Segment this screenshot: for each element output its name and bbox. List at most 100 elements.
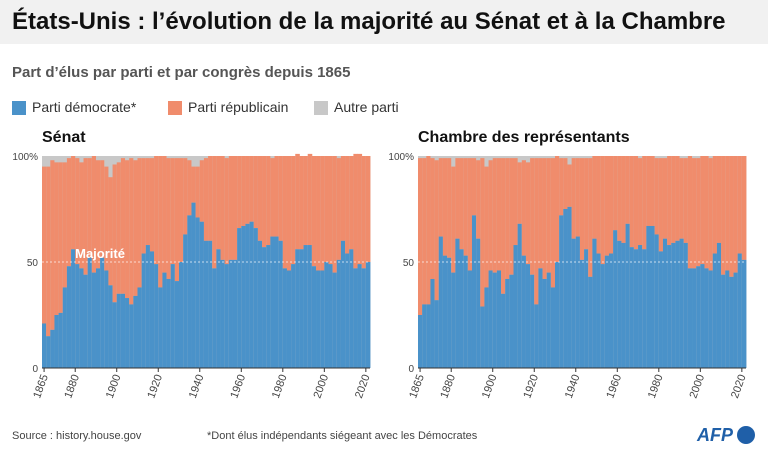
house-democrat-bar bbox=[733, 272, 739, 368]
senate-democrat-bar bbox=[212, 268, 217, 368]
house-republican-bar bbox=[700, 156, 705, 265]
house-democrat-bar bbox=[571, 238, 577, 368]
senate-democrat-bar bbox=[83, 274, 89, 368]
senate-republican-bar bbox=[183, 158, 188, 235]
house-republican-bar bbox=[451, 166, 456, 273]
senate-democrat-bar bbox=[253, 228, 259, 368]
house-democrat-bar bbox=[559, 215, 564, 368]
house-democrat-bar bbox=[509, 274, 514, 368]
senate-republican-bar bbox=[340, 156, 346, 241]
house-republican-bar bbox=[484, 166, 489, 288]
house-republican-bar bbox=[447, 158, 452, 258]
house-democrat-bar bbox=[463, 255, 469, 368]
house-democrat-bar bbox=[621, 242, 626, 368]
house-democrat-bar bbox=[484, 287, 489, 368]
senate-y-tick-label: 100% bbox=[12, 152, 38, 163]
senate-republican-bar bbox=[332, 156, 338, 273]
house-democrat-bar bbox=[604, 255, 610, 368]
house-democrat-bar bbox=[567, 206, 573, 368]
house-republican-bar bbox=[426, 156, 431, 305]
house-republican-bar bbox=[608, 156, 614, 254]
senate-republican-bar bbox=[133, 160, 138, 296]
house-democrat-bar bbox=[513, 245, 519, 368]
senate-republican-bar bbox=[120, 158, 126, 294]
house-republican-bar bbox=[471, 158, 477, 216]
house-republican-bar bbox=[667, 156, 672, 246]
senate-republican-bar bbox=[270, 158, 275, 237]
house-democrat-bar bbox=[687, 268, 693, 368]
house-democrat-bar bbox=[741, 259, 747, 368]
house-democrat-bar bbox=[563, 209, 568, 368]
senate-republican-bar bbox=[83, 158, 89, 275]
house-republican-bar bbox=[505, 158, 510, 279]
house-democrat-bar bbox=[492, 272, 498, 368]
house-democrat-bar bbox=[496, 270, 502, 368]
house-democrat-bar bbox=[658, 251, 664, 368]
senate-republican-bar bbox=[295, 153, 300, 250]
house-republican-bar bbox=[534, 158, 539, 305]
senate-x-tick-label: 1980 bbox=[270, 373, 290, 400]
senate-republican-bar bbox=[108, 177, 113, 286]
senate-republican-bar bbox=[345, 156, 350, 254]
house-republican-bar bbox=[650, 156, 656, 226]
senate-republican-bar bbox=[241, 156, 246, 226]
senate-democrat-bar bbox=[199, 221, 205, 368]
house-republican-bar bbox=[438, 158, 444, 237]
house-democrat-bar bbox=[729, 276, 734, 368]
house-republican-bar bbox=[646, 156, 651, 226]
house-democrat-bar bbox=[447, 257, 452, 368]
house-democrat-bar bbox=[505, 278, 510, 368]
house-democrat-bar bbox=[521, 255, 527, 368]
senate-x-tick-label: 2020 bbox=[353, 373, 373, 400]
legend-label-other: Autre parti bbox=[334, 99, 399, 115]
senate-republican-bar bbox=[116, 162, 122, 294]
senate-republican-bar bbox=[95, 160, 101, 269]
house-democrat-bar bbox=[654, 234, 660, 368]
afp-logo-dot bbox=[737, 426, 755, 444]
house-republican-bar bbox=[538, 158, 543, 269]
senate-democrat-bar bbox=[133, 295, 138, 368]
house-democrat-bar bbox=[579, 259, 585, 368]
senate-democrat-bar bbox=[307, 245, 313, 368]
senate-democrat-bar bbox=[340, 240, 346, 368]
senate-democrat-bar bbox=[295, 249, 300, 368]
senate-republican-bar bbox=[245, 156, 250, 224]
house-republican-bar bbox=[546, 158, 552, 273]
house-democrat-bar bbox=[488, 270, 494, 368]
senate-democrat-bar bbox=[79, 268, 84, 368]
house-democrat-bar bbox=[712, 253, 718, 368]
senate-democrat-bar bbox=[291, 264, 296, 368]
house-democrat-bar bbox=[434, 300, 440, 368]
senate-republican-bar bbox=[46, 166, 51, 337]
senate-democrat-bar bbox=[274, 236, 280, 368]
senate-democrat-bar bbox=[361, 268, 367, 368]
house-republican-bar bbox=[642, 156, 647, 250]
other-swatch bbox=[314, 101, 328, 115]
house-x-tick-label: 1960 bbox=[604, 373, 624, 400]
senate-democrat-bar bbox=[357, 264, 363, 368]
senate-democrat-bar bbox=[129, 304, 134, 368]
majority-label: Majorité bbox=[75, 246, 125, 261]
legend-label-republican: Parti républicain bbox=[188, 99, 289, 115]
senate-democrat-bar bbox=[104, 270, 109, 368]
house-democrat-bar bbox=[613, 230, 618, 368]
house-republican-bar bbox=[638, 158, 643, 246]
house-x-tick-label: 1900 bbox=[480, 373, 500, 400]
house-democrat-bar bbox=[584, 249, 589, 368]
republican-swatch bbox=[168, 101, 182, 115]
senate-democrat-bar bbox=[183, 234, 188, 368]
house-republican-bar bbox=[463, 158, 469, 256]
senate-democrat-bar bbox=[95, 268, 101, 368]
senate-republican-bar bbox=[262, 156, 267, 248]
house-republican-bar bbox=[422, 158, 427, 305]
house-democrat-bar bbox=[629, 247, 635, 368]
house-democrat-bar bbox=[600, 264, 606, 368]
house-democrat-bar bbox=[596, 253, 602, 368]
house-republican-bar bbox=[492, 158, 498, 273]
senate-democrat-bar bbox=[174, 281, 180, 368]
senate-democrat-bar bbox=[75, 264, 80, 368]
house-republican-bar bbox=[600, 156, 606, 265]
house-x-tick-label: 1880 bbox=[438, 373, 458, 400]
house-democrat-bar bbox=[426, 304, 431, 368]
senate-republican-bar bbox=[216, 156, 221, 250]
